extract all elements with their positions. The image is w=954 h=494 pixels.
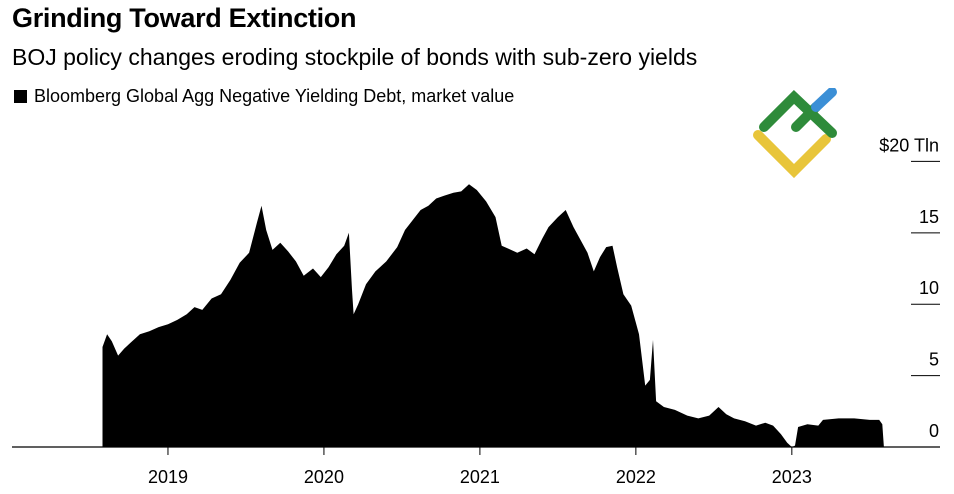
y-tick-label-15: 15 [919, 207, 939, 227]
y-tick-label-0: 0 [929, 421, 939, 441]
x-tick-label-2022: 2022 [616, 467, 656, 487]
legend-label: Bloomberg Global Agg Negative Yielding D… [34, 86, 515, 106]
y-tick-label-10: 10 [919, 278, 939, 298]
chart-subtitle: BOJ policy changes eroding stockpile of … [12, 44, 698, 70]
area-series-0 [102, 184, 884, 448]
chart-title: Grinding Toward Extinction [12, 3, 357, 33]
y-tick-label-5: 5 [929, 350, 939, 370]
x-tick-label-2023: 2023 [772, 467, 812, 487]
legend: Bloomberg Global Agg Negative Yielding D… [14, 86, 514, 107]
x-tick-label-2021: 2021 [460, 467, 500, 487]
x-tick-label-2020: 2020 [304, 467, 344, 487]
brand-logo-icon [753, 88, 837, 178]
y-tick-label-20: $20 Tln [879, 135, 939, 155]
x-tick-label-2019: 2019 [148, 467, 188, 487]
legend-swatch [14, 90, 27, 103]
